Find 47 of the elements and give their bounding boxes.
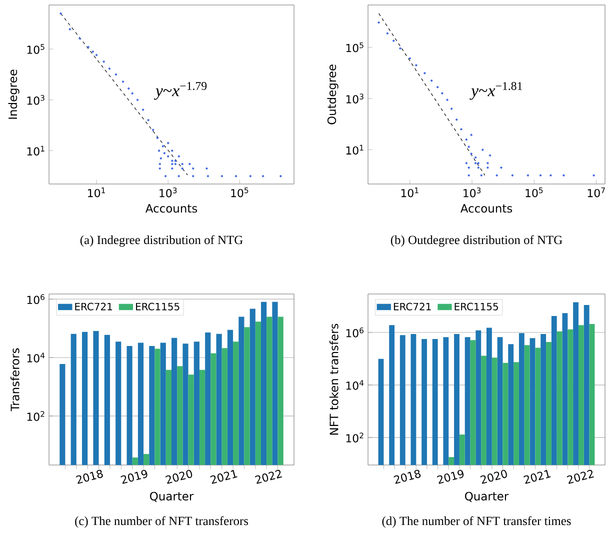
y-tick-label: 10$^{2}$	[346, 432, 364, 442]
text: (c) The number of NFT transferors	[75, 516, 248, 528]
y-tick-label: 10$^{1}$	[346, 144, 364, 155]
x-tick-label: 2022	[255, 470, 282, 484]
x-tick-label: 2019	[120, 470, 148, 484]
y-tick-label: 10$^{1}$	[27, 146, 44, 156]
y-tick-label: 10$^{6}$	[27, 294, 44, 304]
x-tick-label: 2019	[437, 470, 464, 484]
x-tick-label: 2018	[394, 470, 421, 484]
x-tick-label: 10$^{1}$	[88, 188, 105, 198]
legend-label: ERC1155	[454, 302, 498, 310]
annotation: y~x$^{−1.79}$	[154, 82, 207, 100]
x-axis-title: Quarter	[150, 492, 194, 502]
x-tick-label: 2022	[566, 470, 594, 484]
x-tick-label: 10$^{1}$	[401, 188, 418, 198]
annotation: y~x$^{−1.81}$	[470, 82, 522, 100]
legend-label: ERC1155	[136, 302, 180, 310]
y-tick-label: 10$^{5}$	[27, 44, 44, 54]
x-tick-label: 2021	[210, 470, 238, 484]
y-tick-label: 10$^{4}$	[27, 352, 45, 362]
text: (a) Indegree distribution of NTG	[80, 235, 243, 247]
y-axis-title: Transferors	[10, 348, 20, 412]
y-axis-title: NFT token transfers	[329, 324, 338, 435]
x-tick-label: 10$^{5}$	[231, 188, 248, 198]
x-axis-title: Quarter	[465, 492, 509, 502]
x-tick-label: 10$^{3}$	[464, 188, 481, 198]
y-tick-label: 10$^{6}$	[346, 328, 364, 338]
x-tick-label: 2021	[524, 470, 551, 484]
y-tick-label: 10$^{2}$	[27, 411, 44, 421]
y-axis-title: Outdegree	[327, 64, 338, 124]
y-tick-label: 10$^{5}$	[346, 42, 364, 52]
x-tick-label: 2020	[480, 470, 507, 484]
text: (d) The number of NFT transfer times	[382, 516, 571, 528]
x-tick-label: 10$^{7}$	[588, 188, 605, 198]
y-axis-title: Indegree	[8, 70, 20, 119]
y-tick-label: 10$^{4}$	[346, 380, 364, 390]
x-axis-title: Accounts	[460, 204, 512, 213]
x-tick-label: 2018	[76, 470, 103, 484]
x-tick-label: 2020	[166, 470, 192, 484]
y-tick-label: 10$^{3}$	[346, 94, 364, 104]
y-tick-label: 10$^{3}$	[27, 94, 44, 105]
x-tick-label: 10$^{5}$	[526, 188, 543, 198]
legend-label: ERC721	[394, 302, 431, 310]
x-axis-title: Accounts	[145, 204, 198, 213]
x-tick-label: 10$^{3}$	[160, 188, 177, 198]
legend-label: ERC721	[75, 302, 112, 310]
text: (b) Outdegree distribution of NTG	[390, 235, 562, 247]
